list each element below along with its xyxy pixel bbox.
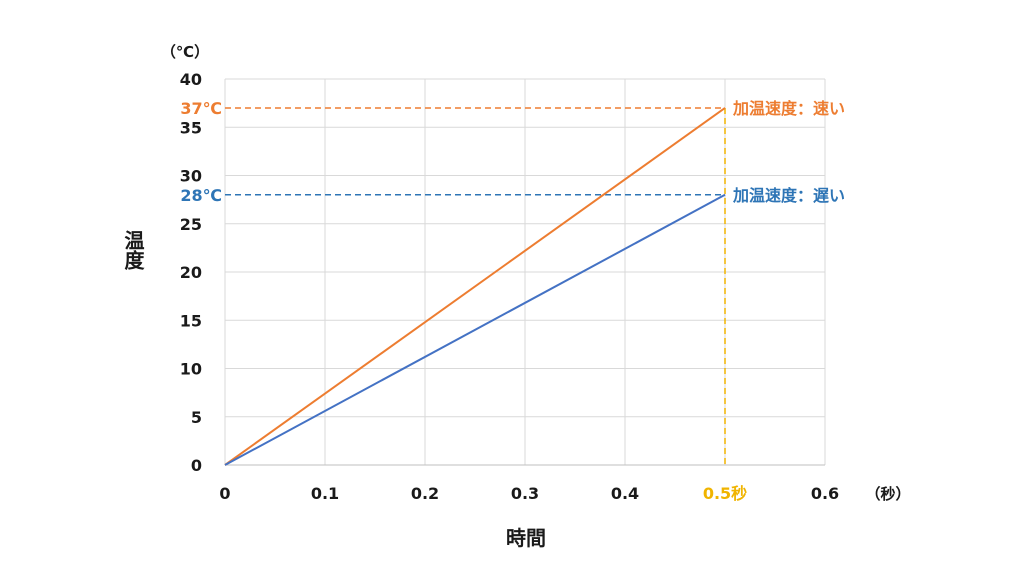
y-tick-label: 35	[180, 118, 202, 137]
y-axis-title: 温度	[121, 229, 145, 271]
y-tick-label: 5	[191, 408, 202, 427]
y-tick-label: 10	[180, 360, 202, 379]
y-tick-labels: 0 5 10 15 20 25 30 35 40	[180, 70, 202, 475]
y-tick-label: 0	[191, 456, 202, 475]
reference-lines	[225, 107, 726, 465]
grid	[225, 78, 826, 465]
x-tick-label-highlight: 0.5秒	[703, 484, 747, 503]
x-tick-label: 0	[219, 484, 230, 503]
y-tick-label: 15	[180, 311, 202, 330]
end-value-label: 37℃	[180, 99, 222, 118]
series-line-slow	[224, 193, 726, 466]
x-tick-label: 0.1	[311, 484, 339, 503]
end-value-label: 28℃	[180, 186, 222, 205]
y-tick-label: 40	[180, 70, 202, 89]
x-tick-label: 0.2	[411, 484, 439, 503]
y-tick-label: 30	[180, 167, 202, 186]
y-axis-unit: （℃）	[161, 43, 209, 61]
x-tick-labels: 0 0.1 0.2 0.3 0.4 0.5秒 0.6	[219, 484, 839, 503]
y-tick-label: 20	[180, 263, 202, 282]
plot-frame	[224, 78, 825, 466]
y-tick-label: 25	[180, 215, 202, 234]
x-tick-label: 0.6	[811, 484, 839, 503]
x-tick-label: 0.3	[511, 484, 539, 503]
x-tick-label: 0.4	[611, 484, 639, 503]
series-line-fast	[224, 107, 726, 466]
series-label: 加温速度：遅い	[732, 186, 845, 205]
x-axis-unit: （秒）	[865, 485, 910, 503]
series-label: 加温速度：速い	[732, 99, 845, 118]
series-lines	[224, 107, 726, 466]
x-axis-title: 時間	[506, 526, 546, 550]
annotations: 37℃ 加温速度：速い 28℃ 加温速度：遅い	[180, 99, 845, 205]
